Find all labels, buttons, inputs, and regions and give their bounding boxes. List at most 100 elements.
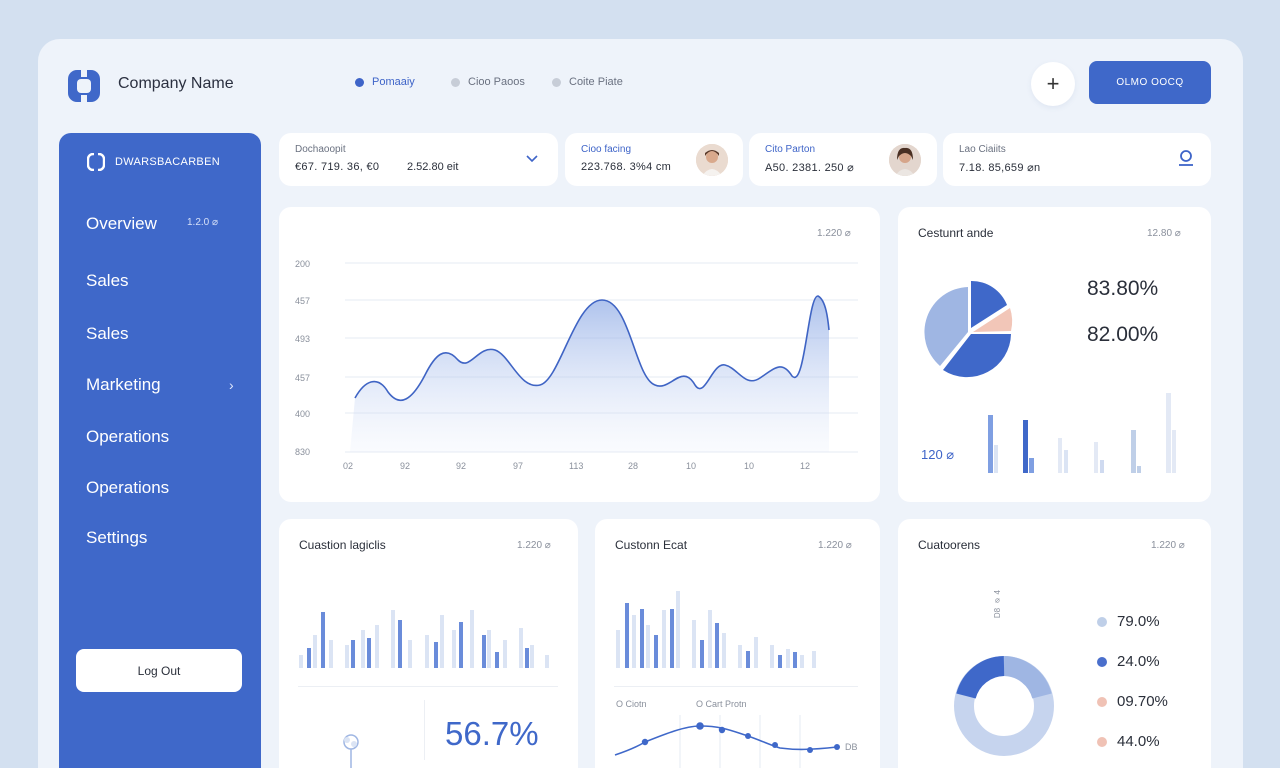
- percentage-value: 82.00%: [1087, 323, 1159, 346]
- stat-value-secondary: 2.52.80 eit: [407, 161, 459, 173]
- card-meta: 12.80 ⌀: [1147, 228, 1181, 239]
- percentage-value: 83.80%: [1087, 277, 1159, 300]
- stat-label: Lao Ciaiits: [959, 144, 1006, 155]
- plus-icon: +: [1046, 71, 1060, 96]
- card-meta: 1.220 ⌀: [1151, 540, 1185, 551]
- bar-chart: [299, 610, 549, 668]
- y-tick-label: 457: [295, 296, 311, 306]
- add-button[interactable]: +: [1031, 62, 1075, 106]
- donut-chart: [954, 656, 1054, 756]
- x-tick-label: 28: [628, 461, 639, 471]
- location-pin-icon[interactable]: [1178, 149, 1194, 167]
- card-meta: 1.220 ⌀: [517, 540, 551, 551]
- y-tick-label: 493: [295, 334, 311, 344]
- sidebar-item-operations[interactable]: Operations: [86, 427, 170, 446]
- stat-value: A50. 2381. 250 ⌀: [765, 162, 855, 174]
- x-tick-label: 10: [744, 461, 755, 471]
- sidebar-item-marketing[interactable]: Marketing: [86, 375, 161, 394]
- bottom-right-card: Cuatoorens 1.220 ⌀: [898, 519, 1211, 768]
- avatar: [889, 144, 921, 176]
- stat-value: 7.18. 85,659 ⌀n: [959, 162, 1041, 174]
- legend-item: O Cart Protn: [696, 699, 747, 709]
- legend-item: 24.0%: [1097, 653, 1160, 670]
- divider: [298, 686, 558, 687]
- card-meta: 1.220 ⌀: [818, 540, 852, 551]
- plant-icon: [343, 734, 359, 768]
- sidebar-badge: 1.2.0 ⌀: [187, 217, 219, 228]
- stat-label: Cito Parton: [765, 144, 816, 155]
- x-tick-label: 92: [456, 461, 467, 471]
- nav-dot-icon: [355, 77, 364, 87]
- card-title: Cuatoorens: [918, 538, 981, 552]
- legend-label: 44.0%: [1117, 733, 1160, 750]
- brand-icon: [87, 153, 105, 171]
- chart-meta: 1.220 ⌀: [817, 228, 851, 239]
- stat-label: Cioo facing: [581, 144, 632, 155]
- stat-label: Dochaoopit: [295, 144, 346, 155]
- x-tick-label: 10: [686, 461, 697, 471]
- divider: [424, 700, 425, 760]
- avatar: [696, 144, 728, 176]
- mini-bar-chart: [988, 393, 1176, 473]
- company-logo-icon: [68, 70, 100, 102]
- card-title: Cestunrt ande: [918, 226, 994, 240]
- legend-item: 09.70%: [1097, 693, 1168, 710]
- stat-value: €67. 719. 36, €0: [295, 161, 380, 173]
- y-tick-label: 830: [295, 447, 311, 457]
- y-tick-label: 200: [295, 259, 311, 269]
- logout-button[interactable]: Log Out: [76, 649, 242, 692]
- legend-label: 09.70%: [1117, 693, 1168, 710]
- stat-card-3[interactable]: Cito Parton A50. 2381. 250 ⌀: [749, 133, 937, 186]
- sidebar: DWARSBACARBEN Overview 1.2.0 ⌀ Sales Sal…: [59, 133, 261, 768]
- x-tick-label: 92: [400, 461, 411, 471]
- legend-dot-icon: [1097, 736, 1107, 747]
- line-chart: [614, 715, 840, 768]
- sidebar-item-overview[interactable]: Overview: [86, 214, 157, 233]
- legend-label: 79.0%: [1117, 613, 1160, 630]
- pie-chart: [924, 280, 1013, 378]
- y-tick-label: 400: [295, 409, 311, 419]
- legend-dot-icon: [1097, 696, 1107, 707]
- divider: [614, 686, 858, 687]
- x-tick-label: 97: [513, 461, 524, 471]
- sidebar-item-settings[interactable]: Settings: [86, 528, 148, 547]
- company-name: Company Name: [118, 75, 234, 92]
- stat-card-2[interactable]: Cioo facing 223.768. 3%4 cm: [565, 133, 743, 186]
- stat-card-1[interactable]: Dochaoopit €67. 719. 36, €0 2.52.80 eit: [279, 133, 558, 186]
- sidebar-item-operations-2[interactable]: Operations: [86, 478, 170, 497]
- legend-item: 79.0%: [1097, 613, 1160, 630]
- kpi-value: 56.7%: [445, 715, 539, 752]
- topnav-item-3[interactable]: Coite Piate: [552, 76, 623, 88]
- axis-end-label: DB: [845, 742, 858, 752]
- stat-card-4[interactable]: Lao Ciaiits 7.18. 85,659 ⌀n: [943, 133, 1211, 186]
- sidebar-brand: DWARSBACARBEN: [87, 153, 220, 171]
- topnav-label: Cioo Paoos: [468, 76, 525, 88]
- y-tick-label: 457: [295, 373, 311, 383]
- person-avatar-icon: [696, 144, 728, 176]
- chart-area-fill: [350, 295, 829, 452]
- customer-card: Cestunrt ande 12.80 ⌀: [898, 207, 1211, 502]
- card-title: Cuastion lagiclis: [299, 538, 386, 552]
- legend-item: O Ciotn: [616, 699, 647, 709]
- person-avatar-icon: [889, 144, 921, 176]
- topnav-item-1[interactable]: Pomaaiy: [355, 76, 415, 88]
- nav-dot-icon: [552, 77, 561, 87]
- legend-dot-icon: [1097, 616, 1107, 627]
- vertical-label: D8 ⌀ 4: [993, 590, 1002, 619]
- legend-label: 24.0%: [1117, 653, 1160, 670]
- stat-value: 223.768. 3%4 cm: [581, 161, 672, 173]
- x-tick-label: 113: [569, 461, 584, 471]
- bar-chart: [616, 591, 816, 668]
- sidebar-item-sales[interactable]: Sales: [86, 271, 129, 290]
- chart-line: [354, 295, 830, 402]
- sidebar-item-sales-2[interactable]: Sales: [86, 324, 129, 343]
- topnav-label: Coite Piate: [569, 76, 623, 88]
- primary-action-button[interactable]: OLMO OOCQ: [1089, 61, 1211, 104]
- x-tick-label: 02: [343, 461, 354, 471]
- topnav-item-2[interactable]: Cioo Paoos: [451, 76, 525, 88]
- chevron-down-icon[interactable]: [525, 153, 539, 163]
- nav-dot-icon: [451, 77, 460, 87]
- sidebar-brand-label: DWARSBACARBEN: [115, 156, 220, 168]
- topnav-label: Pomaaiy: [372, 76, 415, 88]
